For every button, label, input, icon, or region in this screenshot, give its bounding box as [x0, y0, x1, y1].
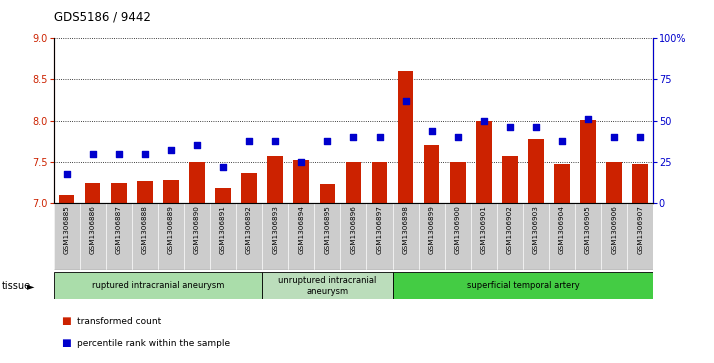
Point: [296, 159, 307, 165]
Point: [635, 134, 646, 140]
Point: [556, 138, 568, 143]
Text: GSM1306888: GSM1306888: [142, 205, 148, 254]
Bar: [554, 164, 570, 203]
Bar: [137, 181, 153, 203]
Text: percentile rank within the sample: percentile rank within the sample: [77, 339, 230, 347]
Bar: [393, 272, 653, 299]
Point: [165, 147, 176, 153]
Point: [374, 134, 386, 140]
Point: [608, 134, 620, 140]
Text: GSM1306887: GSM1306887: [116, 205, 122, 254]
Point: [61, 171, 72, 176]
Text: ■: ■: [61, 338, 71, 348]
Text: GSM1306896: GSM1306896: [351, 205, 356, 254]
Text: ►: ►: [27, 281, 35, 291]
Text: GSM1306895: GSM1306895: [324, 205, 331, 254]
Text: unruptured intracranial
aneurysm: unruptured intracranial aneurysm: [278, 276, 376, 295]
Bar: [606, 162, 622, 203]
Text: GSM1306904: GSM1306904: [559, 205, 565, 254]
Point: [400, 98, 411, 104]
Point: [478, 118, 490, 123]
Bar: [163, 180, 178, 203]
Text: GSM1306886: GSM1306886: [90, 205, 96, 254]
Bar: [580, 120, 596, 203]
Point: [426, 128, 438, 134]
Bar: [54, 272, 262, 299]
Text: transformed count: transformed count: [77, 317, 161, 326]
Text: GSM1306901: GSM1306901: [481, 205, 487, 254]
Text: GSM1306891: GSM1306891: [220, 205, 226, 254]
Text: ■: ■: [61, 316, 71, 326]
Text: GSM1306889: GSM1306889: [168, 205, 174, 254]
Point: [531, 125, 542, 130]
Text: superficial temporal artery: superficial temporal artery: [466, 281, 579, 290]
Bar: [111, 183, 126, 203]
Bar: [372, 162, 387, 203]
Bar: [346, 162, 361, 203]
Point: [583, 116, 594, 122]
Text: GSM1306894: GSM1306894: [298, 205, 304, 254]
Text: GSM1306903: GSM1306903: [533, 205, 539, 254]
Point: [191, 143, 203, 148]
Bar: [320, 184, 335, 203]
Text: GSM1306897: GSM1306897: [376, 205, 383, 254]
Point: [217, 164, 228, 170]
Bar: [59, 195, 74, 203]
Bar: [476, 121, 492, 203]
Point: [243, 138, 255, 143]
Bar: [450, 162, 466, 203]
Bar: [528, 139, 544, 203]
Bar: [267, 156, 283, 203]
Text: GSM1306892: GSM1306892: [246, 205, 252, 254]
Bar: [85, 183, 101, 203]
Point: [504, 125, 516, 130]
Text: GSM1306885: GSM1306885: [64, 205, 69, 254]
Text: GSM1306905: GSM1306905: [585, 205, 591, 254]
Text: GSM1306900: GSM1306900: [455, 205, 461, 254]
Point: [269, 138, 281, 143]
Bar: [215, 188, 231, 203]
Bar: [241, 173, 257, 203]
Point: [452, 134, 463, 140]
Text: GSM1306890: GSM1306890: [194, 205, 200, 254]
Point: [139, 151, 151, 157]
Text: GDS5186 / 9442: GDS5186 / 9442: [54, 11, 151, 24]
Text: GSM1306899: GSM1306899: [428, 205, 435, 254]
Bar: [633, 164, 648, 203]
Text: tissue: tissue: [2, 281, 31, 291]
Bar: [424, 146, 440, 203]
Bar: [54, 203, 653, 270]
Point: [321, 138, 333, 143]
Bar: [398, 71, 413, 203]
Text: ruptured intracranial aneurysm: ruptured intracranial aneurysm: [91, 281, 224, 290]
Text: GSM1306906: GSM1306906: [611, 205, 617, 254]
Point: [348, 134, 359, 140]
Text: GSM1306898: GSM1306898: [403, 205, 408, 254]
Bar: [293, 160, 309, 203]
Bar: [262, 272, 393, 299]
Bar: [502, 156, 518, 203]
Text: GSM1306902: GSM1306902: [507, 205, 513, 254]
Text: GSM1306893: GSM1306893: [272, 205, 278, 254]
Point: [113, 151, 124, 157]
Bar: [189, 162, 205, 203]
Point: [87, 151, 99, 157]
Text: GSM1306907: GSM1306907: [638, 205, 643, 254]
